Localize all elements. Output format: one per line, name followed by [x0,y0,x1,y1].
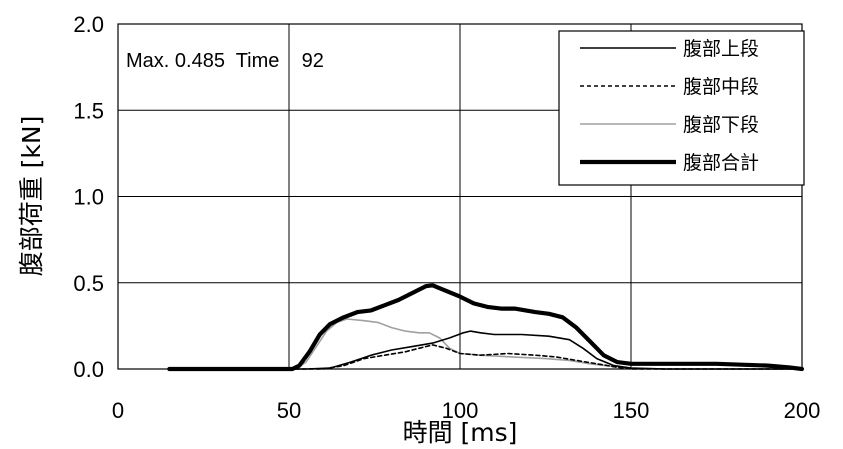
y-tick-label: 1.0 [73,185,104,210]
x-tick-label: 150 [613,398,650,423]
x-tick-label: 0 [112,398,124,423]
x-tick-label: 100 [442,398,479,423]
x-axis-title: 時間 [ms] [403,418,518,447]
legend-label: 腹部合計 [683,152,759,174]
series-line-3 [168,318,803,370]
x-tick-label: 200 [784,398,821,423]
series-line-1 [168,330,803,370]
y-tick-label: 0.5 [73,271,104,296]
y-tick-labels: 0.0 0.5 1.0 1.5 2.0 [73,12,104,382]
series-line-2 [168,344,803,370]
series-lines [167,283,805,372]
y-tick-label: 1.5 [73,98,104,123]
y-tick-label: 0.0 [73,357,104,382]
series-line-4 [167,283,805,372]
y-tick-label: 2.0 [73,12,104,37]
legend-box [558,30,805,186]
legend-label: 腹部下段 [683,114,759,136]
x-tick-label: 50 [277,398,301,423]
legend-label: 腹部上段 [683,38,759,60]
annotation-max: Max. 0.485 Time 92 [126,50,324,72]
legend-label: 腹部中段 [683,76,759,98]
x-tick-labels: 0 50 100 150 200 [112,398,820,423]
plot-border [117,23,803,370]
y-axis-title: 腹部荷重 [kN] [17,116,46,277]
